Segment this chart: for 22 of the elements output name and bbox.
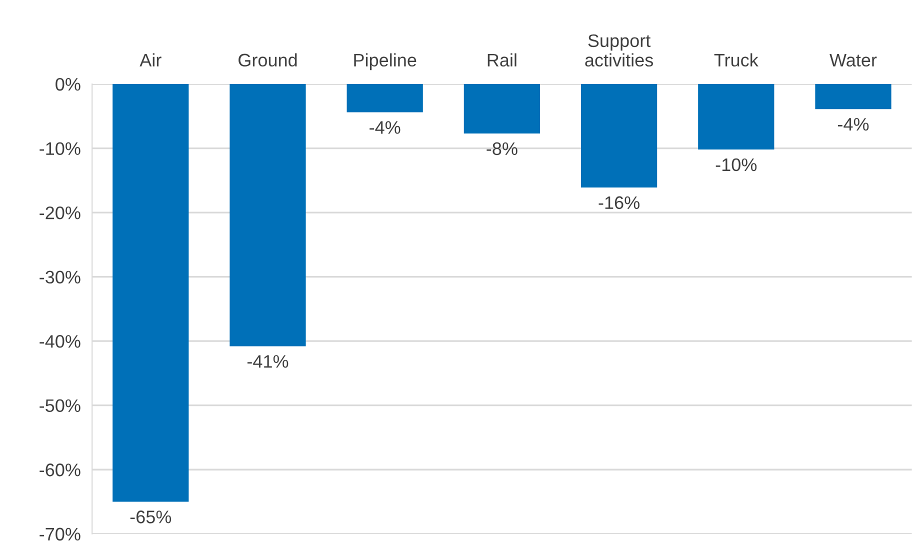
data-label: -4% [370,121,400,134]
y-tick-label: -20% [40,206,80,220]
x-tick-label: Air [140,53,162,66]
y-tick-label: -70% [40,528,80,541]
y-tick-label: -60% [40,464,80,476]
x-tick-label: Pipeline [354,53,416,70]
data-label: -16% [598,196,640,210]
x-tick-label: Water [830,54,877,67]
x-tick-label: Ground [238,53,297,67]
y-tick-label: -10% [40,142,80,155]
x-tick-label: Support activities [585,34,654,67]
y-tick-label: 0% [56,78,80,91]
data-label: -41% [247,355,288,368]
data-label: -65% [130,510,172,524]
y-tick-label: -30% [40,270,80,284]
data-label: -4% [838,118,869,131]
data-label: -10% [716,158,757,172]
data-label: -8% [486,142,518,156]
y-tick-label: -50% [40,399,80,412]
x-tick-label: Rail [488,53,516,67]
x-tick-label: Truck [714,53,758,67]
y-tick-label: -40% [40,335,80,348]
